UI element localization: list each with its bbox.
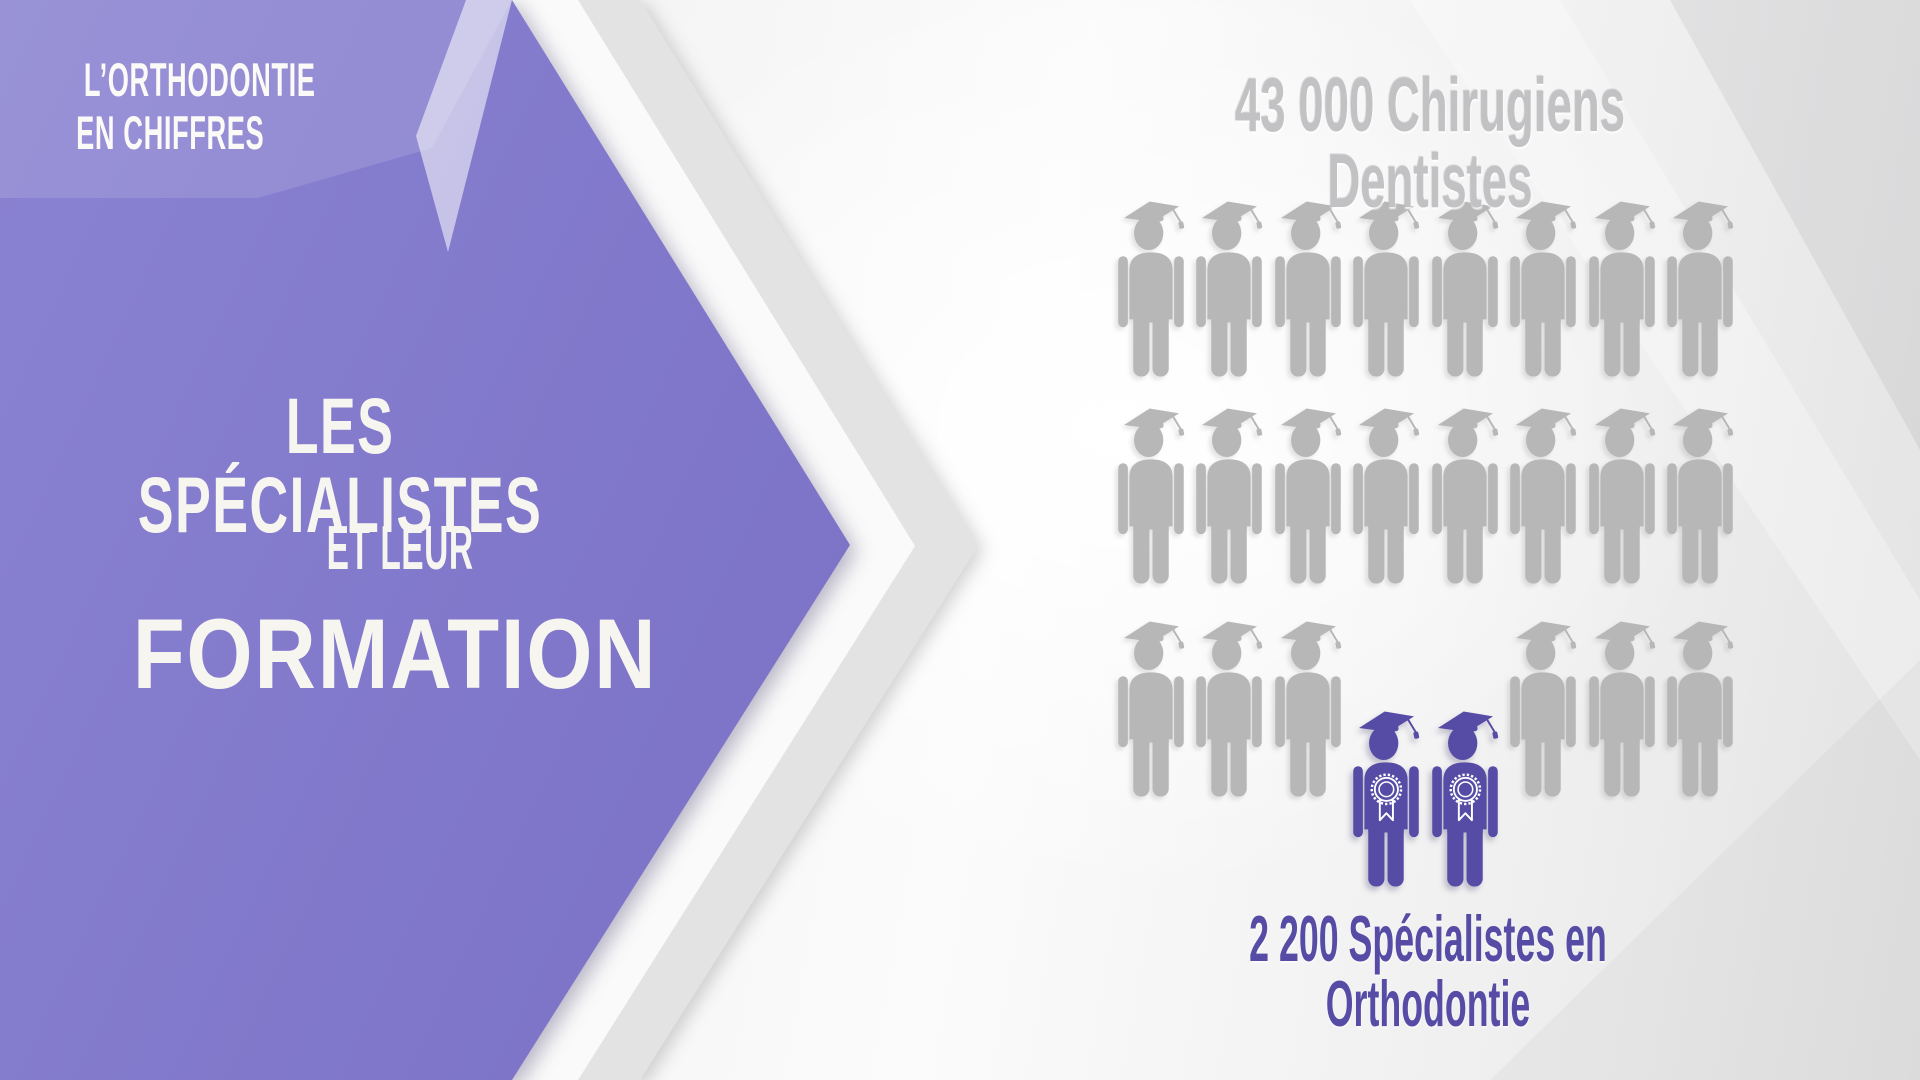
dentist-icon: [1665, 193, 1735, 378]
dentist-icon: [1587, 400, 1657, 585]
chart-title-text: 43 000 Chirugiens Dentistes: [1234, 63, 1626, 224]
dentist-icon: [1665, 613, 1735, 798]
dentist-icon: [1194, 613, 1264, 798]
slide-eyebrow: L’ORTHODONTIE EN CHIFFRES: [0, 53, 340, 159]
dentist-icon: [1508, 400, 1578, 585]
slide-headline-line2: ET LEUR: [326, 514, 474, 583]
dentist-icon: [1116, 400, 1186, 585]
dentist-icon: [1116, 193, 1186, 378]
dentist-icon: [1587, 193, 1657, 378]
orthodontist-icon: [1430, 703, 1500, 888]
eyebrow-line2: EN CHIFFRES: [75, 106, 265, 159]
dentist-icon: [1587, 613, 1657, 798]
dentist-icon: [1116, 613, 1186, 798]
chart-caption: 2 200 Spécialistes en Orthodontie: [978, 906, 1878, 1036]
chart-title: 43 000 Chirugiens Dentistes: [980, 68, 1880, 220]
dentist-icon: [1273, 613, 1343, 798]
dentist-icon: [1430, 400, 1500, 585]
slide-headline-line3: FORMATION: [132, 598, 658, 709]
chart-caption-text: 2 200 Spécialistes en Orthodontie: [1249, 902, 1607, 1040]
dentist-icon: [1273, 400, 1343, 585]
eyebrow-line1: L’ORTHODONTIE: [83, 53, 316, 106]
dentist-icon: [1508, 613, 1578, 798]
slide-headline-line1: LES SPÉCIALISTES: [137, 381, 543, 549]
orthodontist-icon: [1351, 703, 1421, 888]
dentist-icon: [1194, 193, 1264, 378]
dentist-icon: [1665, 400, 1735, 585]
dentist-icon: [1194, 400, 1264, 585]
dentist-icon: [1351, 400, 1421, 585]
